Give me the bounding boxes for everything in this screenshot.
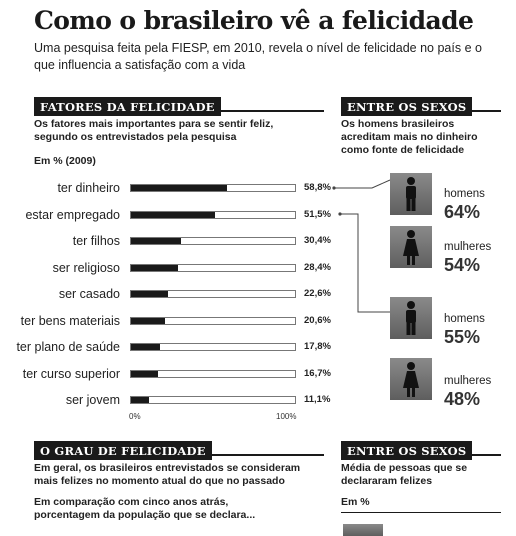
bar-row: ter bens materiais 20,6% xyxy=(0,313,360,333)
unit-label: Em % (2009) xyxy=(34,155,96,167)
section-tag-sexos-2: ENTRE OS SEXOS xyxy=(341,441,473,460)
bar-value-label: 16,7% xyxy=(304,367,331,379)
bar-category-label: ter bens materiais xyxy=(20,313,120,328)
bar xyxy=(131,370,159,377)
bar-category-label: ter dinheiro xyxy=(57,181,120,195)
bar xyxy=(131,317,165,324)
gender-label-homens-2: homens xyxy=(444,313,485,325)
section-note-media: Média de pessoas que se declararam feliz… xyxy=(341,462,468,487)
section-tag-grau: O GRAU DE FELICIDADE xyxy=(34,441,212,460)
axis-tick-0: 0% xyxy=(129,412,141,421)
bar-value-label: 30,4% xyxy=(304,235,331,246)
bar-category-label: ter curso superior xyxy=(22,366,120,381)
bar-value-label: 22,6% xyxy=(304,288,331,299)
bar xyxy=(131,397,150,403)
page-title: Como o brasileiro vê a felicidade xyxy=(34,6,474,35)
bar-category-label: ter filhos xyxy=(72,234,120,248)
bar-value-label: 28,4% xyxy=(304,261,331,273)
bar-category-label: estar empregado xyxy=(25,207,120,222)
bar-row: ter filhos 30,4% xyxy=(0,233,360,253)
unit-label-2: Em % xyxy=(341,496,370,508)
bar-track xyxy=(130,290,296,298)
bar-row: ser jovem 11,1% xyxy=(0,392,360,412)
bar-category-label: ser jovem xyxy=(65,393,120,407)
gender-pct-homens-2: 55% xyxy=(444,327,481,347)
bar-row: ser casado 22,6% xyxy=(0,286,360,306)
divider-bottom-right xyxy=(341,512,501,513)
bar-row: ser religioso 28,4% xyxy=(0,260,360,280)
bar xyxy=(131,344,161,350)
bar-value-label: 17,8% xyxy=(304,341,331,352)
bar-track xyxy=(130,237,296,245)
bar xyxy=(131,211,216,218)
bar-track xyxy=(130,369,296,378)
male-icon xyxy=(390,173,432,215)
bar-row: ter dinheiro 58,8% xyxy=(0,180,360,200)
bar xyxy=(131,185,228,191)
bar xyxy=(131,264,178,271)
section-tag-sexos: ENTRE OS SEXOS xyxy=(341,97,473,116)
female-icon xyxy=(390,358,432,400)
male-icon xyxy=(390,297,432,339)
bar-track xyxy=(130,263,296,272)
gender-label-homens-1: homens xyxy=(444,188,485,200)
gender-label-mulheres-1: mulheres xyxy=(444,241,492,253)
bar-row: ter plano de saúde 17,8% xyxy=(0,339,360,359)
section-note-grau: Em geral, os brasileiros entrevistados s… xyxy=(34,462,301,487)
bar-category-label: ter plano de saúde xyxy=(16,340,120,354)
gender-label-mulheres-2: mulheres xyxy=(444,375,492,387)
bar-category-label: ser religioso xyxy=(52,260,120,275)
bar-value-label: 51,5% xyxy=(304,208,331,220)
page-subtitle: Uma pesquisa feita pela FIESP, em 2010, … xyxy=(34,41,482,72)
bar-track xyxy=(130,343,296,351)
bar-value-label: 11,1% xyxy=(304,394,331,405)
section-note-fatores: Os fatores mais importantes para se sent… xyxy=(34,118,274,143)
bar xyxy=(131,291,169,297)
section-note-comparacao: Em comparação com cinco anos atrás, porc… xyxy=(34,496,256,521)
gender-pct-mulheres-1: 54% xyxy=(444,255,481,275)
male-icon xyxy=(343,524,383,536)
bar-row: ter curso superior 16,7% xyxy=(0,366,360,386)
bar-track xyxy=(130,184,296,192)
bar-track xyxy=(130,210,296,219)
bar xyxy=(131,238,181,244)
female-icon xyxy=(390,226,432,268)
bar-track xyxy=(130,316,296,325)
axis-tick-100: 100% xyxy=(276,412,297,421)
bar-value-label: 58,8% xyxy=(304,182,331,193)
gender-pct-mulheres-2: 48% xyxy=(444,389,481,409)
section-note-sexos: Os homens brasileiros acreditam mais no … xyxy=(341,118,478,156)
section-tag-fatores: FATORES DA FELICIDADE xyxy=(34,97,221,116)
bar-row: estar empregado 51,5% xyxy=(0,207,360,227)
bar-value-label: 20,6% xyxy=(304,314,331,326)
bar-track xyxy=(130,396,296,404)
bar-category-label: ser casado xyxy=(58,287,120,301)
gender-pct-homens-1: 64% xyxy=(444,202,481,222)
